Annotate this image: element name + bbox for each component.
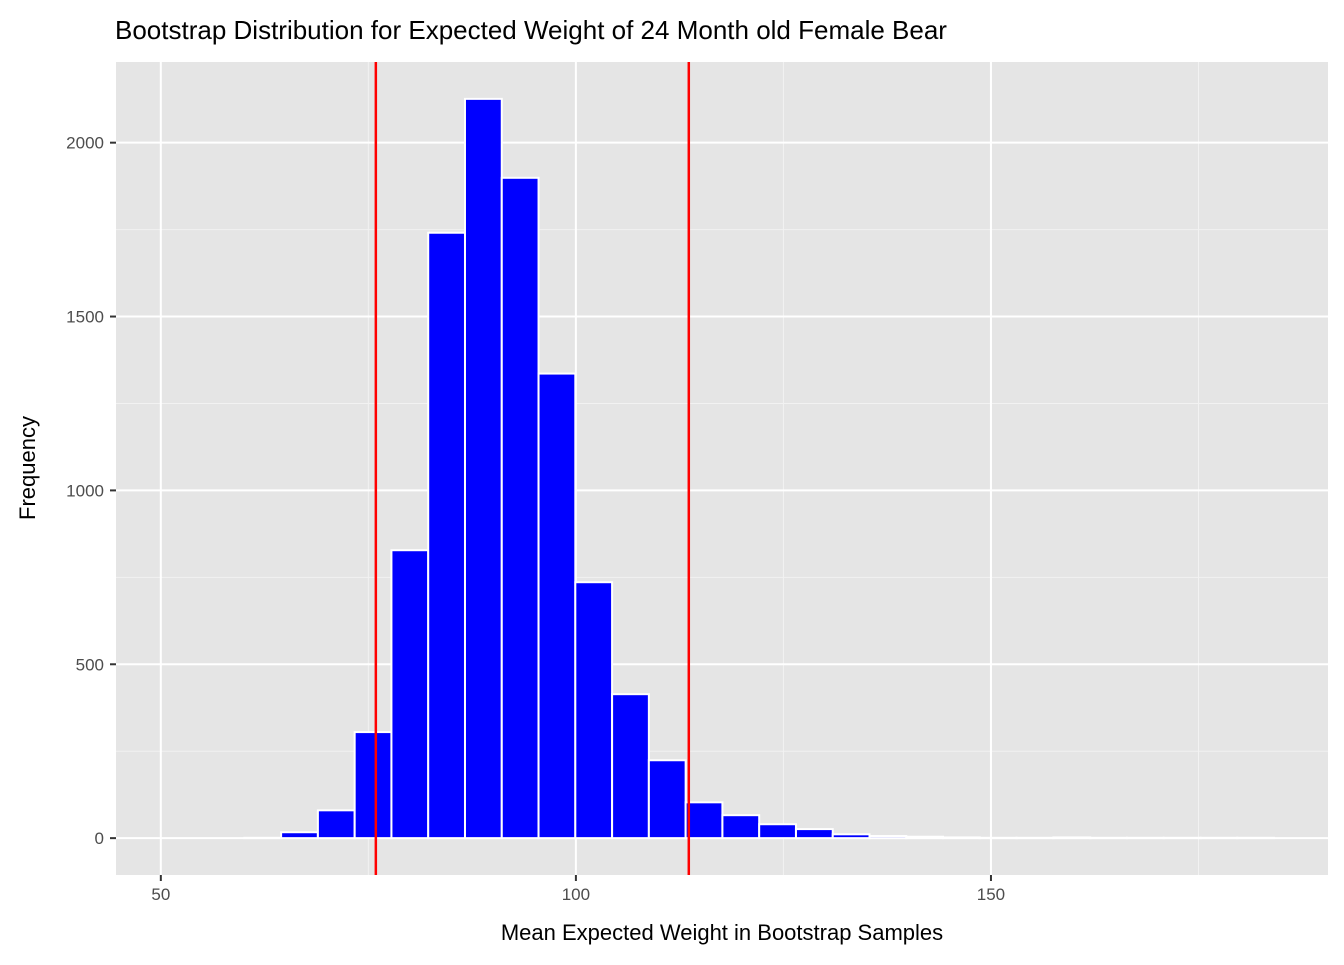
histogram-bar	[391, 550, 428, 838]
histogram-bar	[539, 374, 576, 839]
histogram-bar	[686, 802, 723, 838]
histogram-bar	[502, 178, 539, 838]
y-tick-label: 2000	[66, 134, 104, 153]
histogram-bar	[428, 233, 465, 838]
histogram-bar	[870, 836, 907, 838]
histogram-bar	[833, 834, 870, 838]
x-tick-label: 50	[151, 885, 170, 904]
histogram-bar	[355, 732, 392, 838]
histogram-bar	[281, 832, 318, 838]
histogram-bar	[759, 824, 796, 838]
chart-title: Bootstrap Distribution for Expected Weig…	[115, 15, 947, 45]
y-tick-label: 0	[95, 829, 104, 848]
y-tick-label: 1500	[66, 308, 104, 327]
x-tick-label: 150	[977, 885, 1005, 904]
histogram-bar	[1053, 837, 1090, 838]
histogram-bar	[943, 837, 980, 838]
y-tick-label: 500	[76, 655, 104, 674]
plot-panel	[116, 62, 1328, 875]
histogram-bar	[318, 810, 355, 838]
histogram-bar	[722, 815, 759, 838]
x-axis-title: Mean Expected Weight in Bootstrap Sample…	[501, 920, 943, 945]
histogram-bar	[612, 694, 649, 838]
y-axis-title: Frequency	[15, 416, 40, 520]
histogram-bar	[906, 837, 943, 838]
histogram-bar	[649, 760, 686, 838]
histogram-bar	[796, 829, 833, 838]
histogram-bar	[465, 99, 502, 838]
y-tick-label: 1000	[66, 481, 104, 500]
histogram-bar	[575, 582, 612, 838]
x-tick-label: 100	[562, 885, 590, 904]
